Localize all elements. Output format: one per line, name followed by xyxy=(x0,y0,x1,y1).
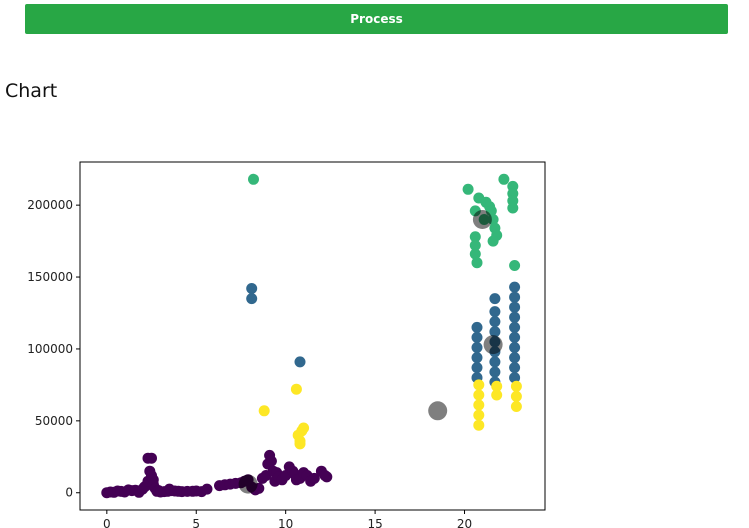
x-tick-label: 5 xyxy=(192,517,200,528)
scatter-point-green xyxy=(509,260,521,271)
scatter-point-blue xyxy=(489,306,501,318)
scatter-point-blue xyxy=(509,342,521,353)
plot-marks xyxy=(101,173,522,499)
scatter-point-green xyxy=(507,202,519,214)
centroid-point xyxy=(472,210,492,229)
y-tick-label: 100000 xyxy=(27,342,73,356)
scatter-point-purple xyxy=(201,483,213,495)
scatter-point-blue xyxy=(509,311,521,323)
scatter-point-green xyxy=(248,173,259,185)
scatter-point-yellow xyxy=(473,399,485,411)
scatter-point-yellow xyxy=(258,405,270,417)
scatter-point-blue xyxy=(509,352,521,364)
x-tick-label: 0 xyxy=(103,517,111,528)
scatter-point-yellow xyxy=(473,389,485,401)
scatter-point-yellow xyxy=(491,380,503,392)
scatter-point-green xyxy=(487,235,499,247)
scatter-point-blue xyxy=(246,293,258,305)
scatter-point-blue xyxy=(471,352,483,364)
scatter-point-blue xyxy=(509,362,521,374)
scatter-point-yellow xyxy=(510,380,522,392)
scatter-point-yellow xyxy=(473,379,485,391)
centroid-point xyxy=(483,335,503,355)
scatter-point-blue xyxy=(489,366,501,378)
scatter-point-yellow xyxy=(298,422,310,434)
y-tick-label: 50000 xyxy=(35,414,73,428)
axis-ticks: 0 5 10 15 20 0 50000 100000 150000 200000 xyxy=(27,198,472,528)
scatter-point-blue xyxy=(489,316,501,328)
scatter-chart: 0 5 10 15 20 0 50000 100000 150000 200000 xyxy=(27,161,546,528)
scatter-point-blue xyxy=(509,321,521,333)
scatter-point-green xyxy=(469,239,481,251)
scatter-point-blue xyxy=(489,293,501,305)
scatter-point-blue xyxy=(246,283,258,294)
centroid-point xyxy=(238,474,258,494)
page-heading: Chart xyxy=(5,80,58,102)
scatter-point-blue xyxy=(509,281,521,293)
scatter-point-blue xyxy=(471,362,483,374)
scatter-point-purple xyxy=(321,471,333,483)
scatter-point-blue xyxy=(471,342,483,353)
x-tick-label: 10 xyxy=(278,517,293,528)
process-button[interactable]: Process xyxy=(25,4,728,34)
scatter-point-purple xyxy=(308,472,320,484)
scatter-point-green xyxy=(462,183,474,195)
scatter-point-yellow xyxy=(290,383,302,395)
y-tick-label: 150000 xyxy=(27,270,73,284)
scatter-point-purple xyxy=(265,455,277,467)
scatter-point-green xyxy=(471,257,483,269)
scatter-point-blue xyxy=(471,331,483,343)
scatter-point-blue xyxy=(509,301,521,313)
scatter-point-yellow xyxy=(510,390,522,402)
x-tick-label: 15 xyxy=(367,517,382,528)
scatter-point-yellow xyxy=(473,409,485,421)
x-tick-label: 20 xyxy=(457,517,472,528)
scatter-point-green xyxy=(469,248,481,260)
scatter-point-blue xyxy=(471,321,483,333)
scatter-point-purple xyxy=(146,452,157,464)
plot-frame xyxy=(79,161,546,511)
scatter-point-green xyxy=(469,231,481,243)
scatter-point-green xyxy=(498,173,510,185)
y-tick-label: 0 xyxy=(65,486,73,500)
scatter-point-blue xyxy=(489,326,501,338)
scatter-point-blue xyxy=(294,356,306,368)
scatter-point-yellow xyxy=(473,419,485,431)
centroid-point xyxy=(428,401,448,421)
scatter-point-yellow xyxy=(491,389,503,401)
scatter-point-blue xyxy=(489,356,501,368)
y-tick-label: 200000 xyxy=(27,198,73,212)
scatter-point-blue xyxy=(509,291,521,303)
scatter-point-blue xyxy=(509,372,521,384)
scatter-point-yellow xyxy=(510,401,522,412)
scatter-point-yellow xyxy=(294,438,306,450)
scatter-point-blue xyxy=(509,331,521,343)
